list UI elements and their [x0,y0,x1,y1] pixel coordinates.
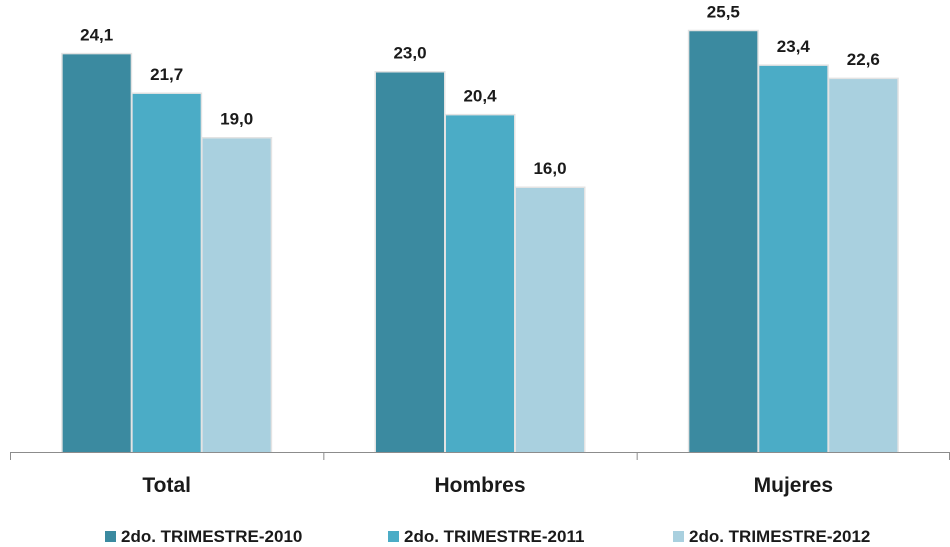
bar-hombres-series-1 [376,72,444,452]
data-label: 24,1 [80,25,113,44]
data-label: 23,4 [777,37,811,56]
bars-layer [61,29,899,453]
data-label: 23,0 [393,44,426,63]
legend-label: 2do. TRIMESTRE-2010 [121,527,302,546]
legend: 2do. TRIMESTRE-2010 2do. TRIMESTRE-2011 2d… [105,527,870,546]
legend-swatch [673,531,684,542]
bar-mujeres-series-1 [689,31,758,452]
bar-total-series-1 [62,54,131,452]
bar-mujeres-series-3 [829,79,898,452]
data-label: 22,6 [847,50,880,69]
data-label: 16,0 [533,159,566,178]
legend-swatch [105,531,116,542]
category-label: Hombres [434,474,525,497]
data-label: 25,5 [707,2,740,21]
bar-total-series-2 [132,93,201,452]
bar-mujeres-series-2 [759,65,828,453]
data-label: 19,0 [220,110,253,129]
data-label: 20,4 [463,86,497,105]
bar-total-series-3 [202,138,271,452]
category-label: Total [142,474,191,497]
category-labels: Total Hombres Mujeres [142,474,833,497]
bar-hombres-series-3 [516,188,584,452]
legend-label: 2do. TRIMESTRE-2012 [689,527,870,546]
x-axis-ticks [10,452,950,460]
category-label: Mujeres [754,474,833,497]
value-labels-layer: 24,1 21,7 19,0 23,0 20,4 16,0 25,5 23,4 22,6 [80,2,880,178]
legend-label: 2do. TRIMESTRE-2011 [404,527,584,546]
bar-hombres-series-2 [446,115,514,453]
legend-swatch [388,531,399,542]
data-label: 21,7 [150,65,183,84]
